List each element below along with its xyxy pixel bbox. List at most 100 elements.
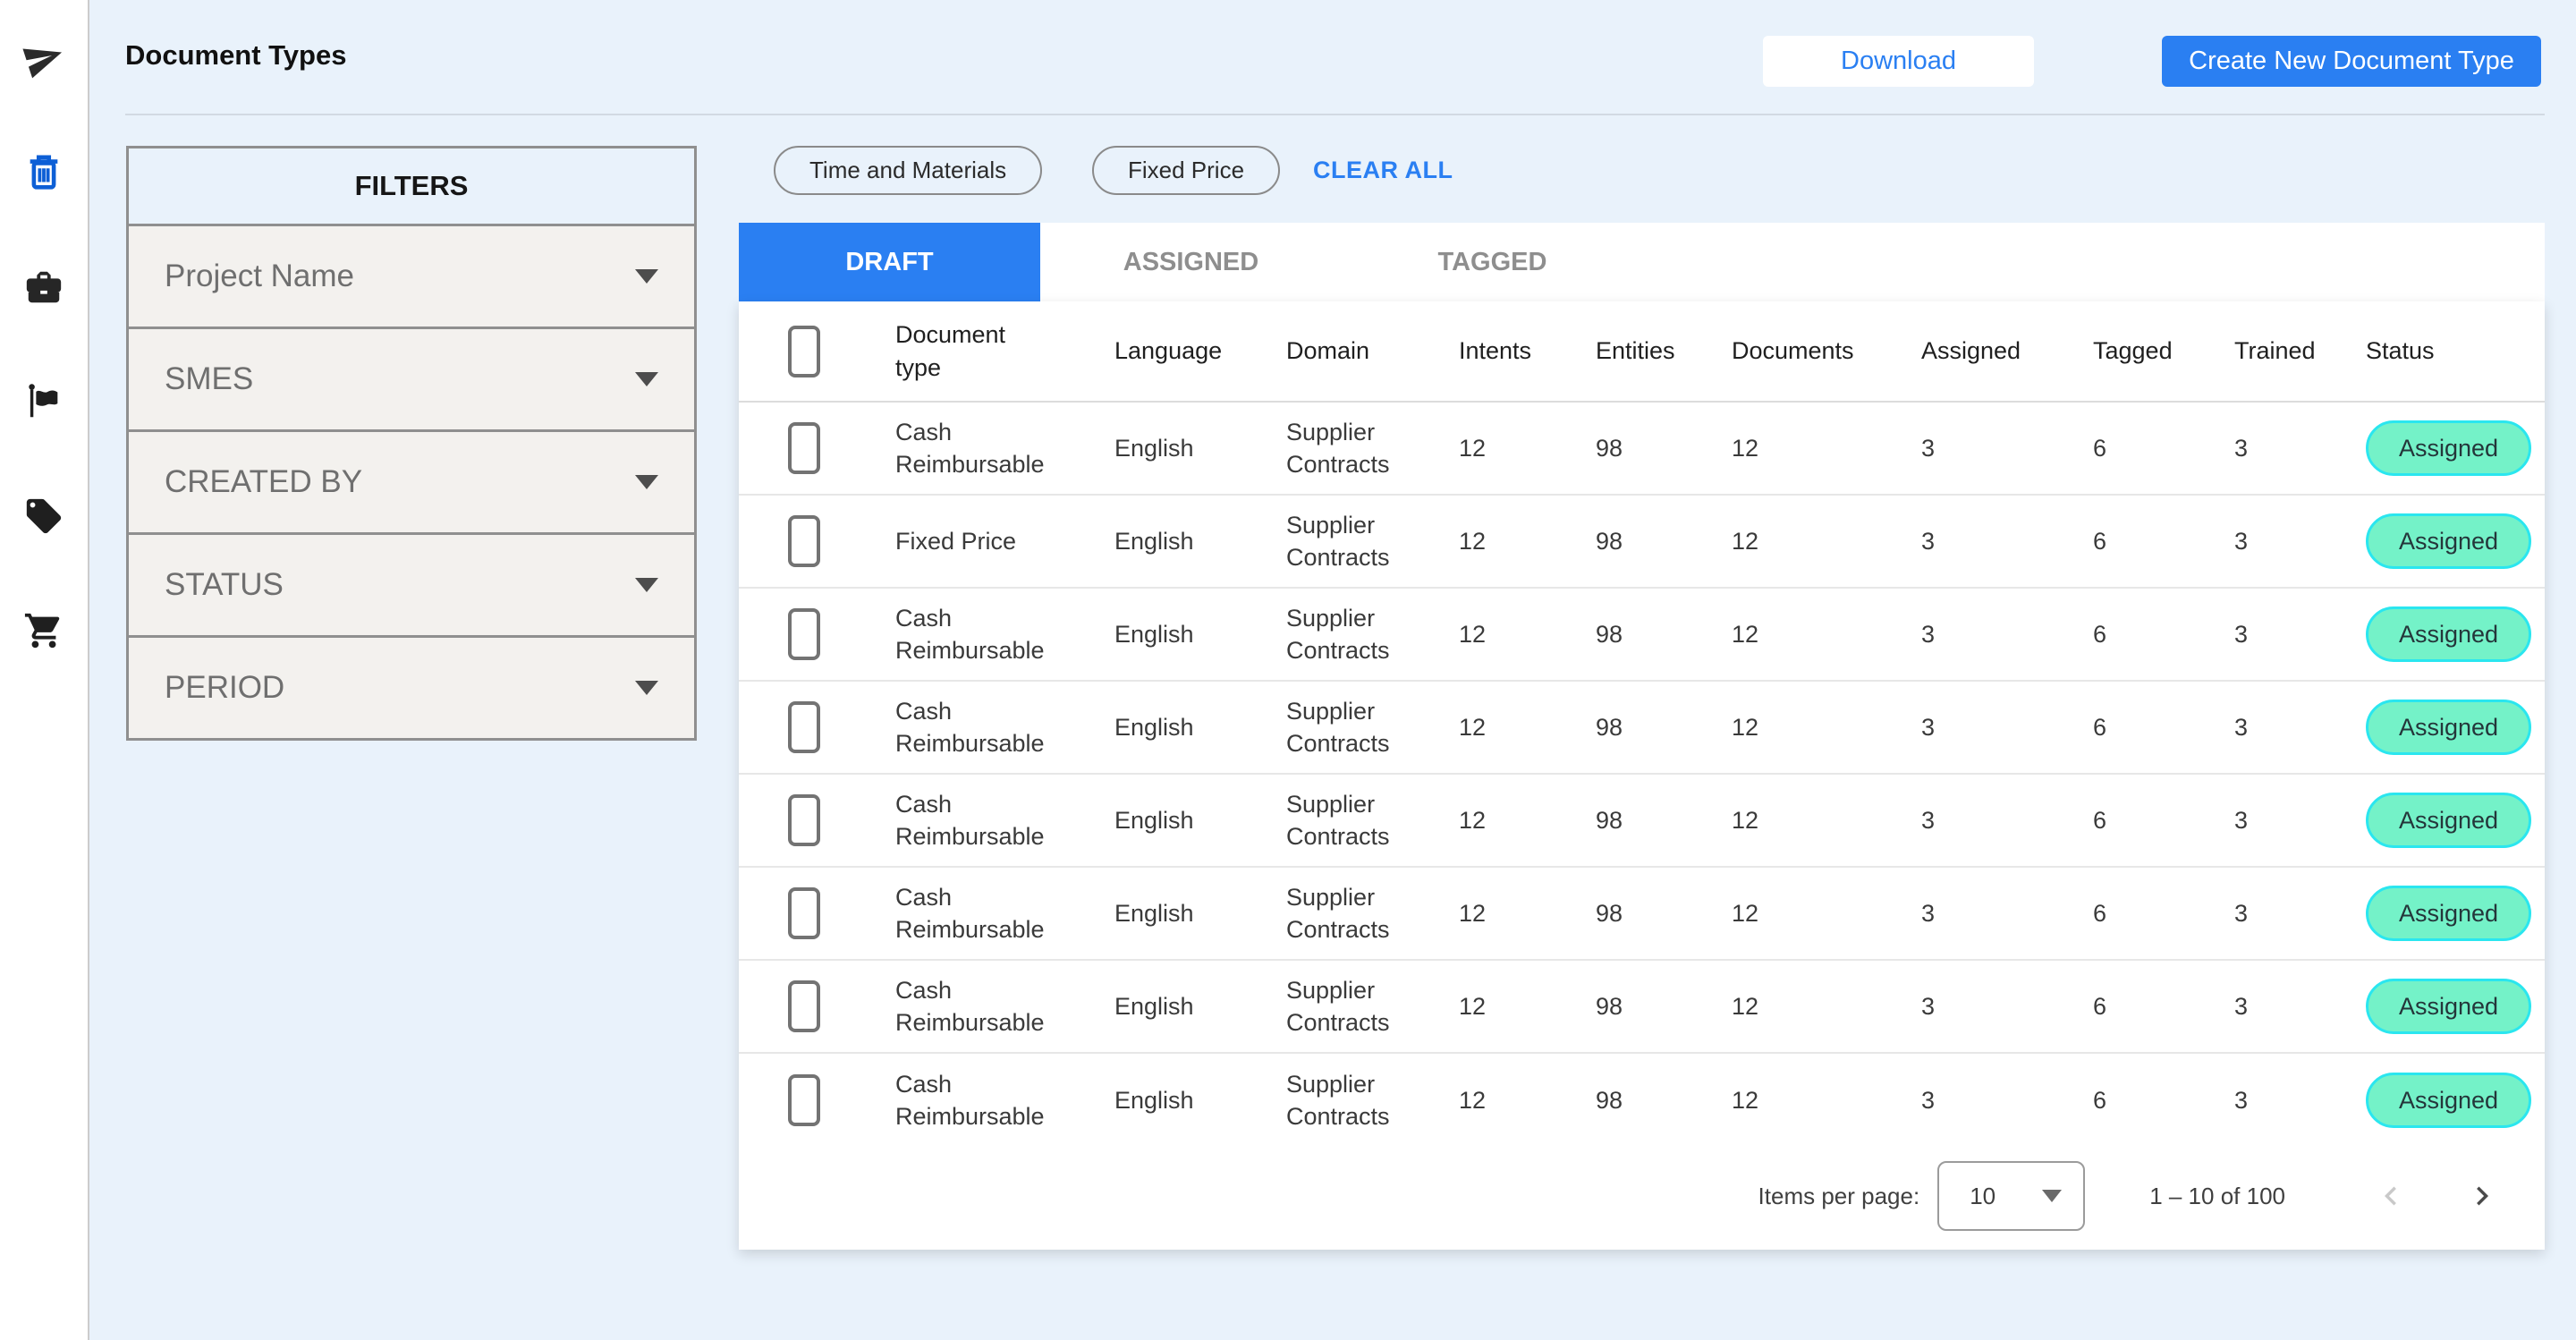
row-checkbox[interactable] — [788, 980, 820, 1032]
cell-document-type: Cash Reimbursable — [895, 418, 1045, 478]
tab-tagged[interactable]: TAGGED — [1437, 247, 1547, 276]
row-checkbox[interactable] — [788, 608, 820, 660]
status-badge: Assigned — [2366, 513, 2532, 569]
chevron-down-icon — [635, 475, 658, 489]
chevron-down-icon — [2042, 1190, 2063, 1202]
tab-draft[interactable]: DRAFT — [739, 223, 1040, 301]
cell-intents: 12 — [1459, 620, 1487, 648]
cell-domain: Supplier Contracts — [1286, 418, 1390, 478]
chip-time-and-materials[interactable]: Time and Materials — [774, 146, 1043, 195]
table-row: Cash Reimbursable English Supplier Contrac… — [739, 1054, 2545, 1147]
cell-status: Assigned — [2366, 606, 2532, 662]
col-documents: Documents — [1732, 337, 1854, 365]
col-trained: Trained — [2234, 337, 2316, 365]
table-row: Cash Reimbursable English Supplier Contrac… — [739, 682, 2545, 775]
row-checkbox[interactable] — [788, 515, 820, 567]
page-size-value: 10 — [1970, 1182, 1996, 1209]
col-entities: Entities — [1596, 337, 1675, 365]
cart-icon[interactable] — [22, 609, 65, 652]
cell-intents: 12 — [1459, 899, 1487, 927]
cell-trained: 3 — [2234, 713, 2249, 741]
filter-smes[interactable]: SMES — [129, 329, 694, 432]
chevron-down-icon — [635, 269, 658, 284]
row-select-cell — [788, 422, 895, 474]
page-size-select[interactable]: 10 — [1937, 1161, 2086, 1231]
filter-created-by[interactable]: CREATED BY — [129, 432, 694, 535]
create-new-document-type-button[interactable]: Create New Document Type — [2162, 36, 2541, 87]
trash-icon[interactable] — [22, 151, 65, 194]
previous-page-button[interactable] — [2371, 1176, 2411, 1216]
tab-strip: DRAFT ASSIGNED TAGGED — [739, 223, 2545, 301]
col-document-type: Document type — [895, 321, 1006, 381]
cell-entities: 98 — [1596, 527, 1623, 555]
cell-tagged: 6 — [2093, 1086, 2107, 1114]
filter-project-name[interactable]: Project Name — [129, 226, 694, 329]
status-badge: Assigned — [2366, 700, 2532, 755]
cell-domain: Supplier Contracts — [1286, 790, 1390, 850]
table-row: Cash Reimbursable English Supplier Contrac… — [739, 775, 2545, 868]
table-row: Cash Reimbursable English Supplier Contrac… — [739, 961, 2545, 1054]
filter-status[interactable]: STATUS — [129, 535, 694, 638]
cell-tagged: 6 — [2093, 899, 2107, 927]
filter-label: SMES — [165, 361, 254, 396]
clear-all-link[interactable]: CLEAR ALL — [1313, 157, 1453, 183]
select-all-checkbox[interactable] — [788, 325, 820, 377]
cell-trained: 3 — [2234, 899, 2249, 927]
cell-status: Assigned — [2366, 793, 2532, 848]
row-select-cell — [788, 608, 895, 660]
document-types-table: Document type Language Domain Intents En… — [739, 301, 2545, 1250]
cell-intents: 12 — [1459, 527, 1487, 555]
header-divider — [125, 114, 2545, 115]
status-badge: Assigned — [2366, 886, 2532, 941]
paginator: Items per page: 10 1 – 10 of 100 — [739, 1142, 2545, 1250]
cell-domain: Supplier Contracts — [1286, 697, 1390, 757]
cell-documents: 12 — [1732, 806, 1759, 834]
next-page-button[interactable] — [2462, 1176, 2502, 1216]
tag-icon[interactable] — [22, 495, 65, 538]
tab-assigned[interactable]: ASSIGNED — [1123, 247, 1259, 276]
cell-tagged: 6 — [2093, 806, 2107, 834]
filter-period[interactable]: PERIOD — [129, 638, 694, 738]
cell-domain: Supplier Contracts — [1286, 604, 1390, 664]
row-checkbox[interactable] — [788, 701, 820, 753]
row-checkbox[interactable] — [788, 887, 820, 939]
cell-tagged: 6 — [2093, 713, 2107, 741]
cell-language: English — [1114, 713, 1194, 741]
table-body: Cash Reimbursable English Supplier Contrac… — [739, 403, 2545, 1147]
flag-icon[interactable] — [22, 380, 65, 423]
cell-entities: 98 — [1596, 620, 1623, 648]
row-checkbox[interactable] — [788, 422, 820, 474]
send-icon[interactable] — [22, 37, 65, 80]
cell-document-type: Cash Reimbursable — [895, 883, 1045, 943]
table-row: Cash Reimbursable English Supplier Contrac… — [739, 868, 2545, 961]
cell-tagged: 6 — [2093, 527, 2107, 555]
cell-intents: 12 — [1459, 806, 1487, 834]
status-badge: Assigned — [2366, 793, 2532, 848]
cell-trained: 3 — [2234, 1086, 2249, 1114]
col-intents: Intents — [1459, 337, 1532, 365]
cell-document-type: Cash Reimbursable — [895, 976, 1045, 1036]
cell-document-type: Cash Reimbursable — [895, 604, 1045, 664]
cell-documents: 12 — [1732, 992, 1759, 1020]
status-badge: Assigned — [2366, 420, 2532, 476]
cell-document-type: Cash Reimbursable — [895, 697, 1045, 757]
row-checkbox[interactable] — [788, 794, 820, 846]
cell-assigned: 3 — [1921, 806, 1936, 834]
download-button[interactable]: Download — [1763, 36, 2034, 87]
cell-language: English — [1114, 899, 1194, 927]
filter-label: PERIOD — [165, 670, 285, 705]
briefcase-icon[interactable] — [22, 266, 65, 309]
cell-assigned: 3 — [1921, 434, 1936, 462]
row-checkbox[interactable] — [788, 1074, 820, 1126]
cell-domain: Supplier Contracts — [1286, 883, 1390, 943]
cell-assigned: 3 — [1921, 527, 1936, 555]
cell-assigned: 3 — [1921, 1086, 1936, 1114]
chip-fixed-price[interactable]: Fixed Price — [1092, 146, 1281, 195]
cell-trained: 3 — [2234, 992, 2249, 1020]
cell-intents: 12 — [1459, 992, 1487, 1020]
cell-language: English — [1114, 434, 1194, 462]
table-row: Cash Reimbursable English Supplier Contrac… — [739, 403, 2545, 496]
chevron-down-icon — [635, 578, 658, 592]
select-all-cell — [788, 325, 895, 377]
